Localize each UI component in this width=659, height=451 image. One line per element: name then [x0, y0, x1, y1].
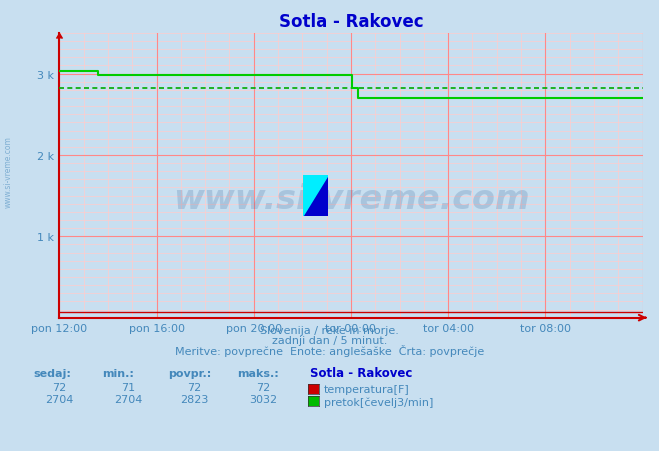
Text: www.si-vreme.com: www.si-vreme.com: [3, 135, 13, 207]
Text: 71: 71: [121, 382, 136, 392]
Text: www.si-vreme.com: www.si-vreme.com: [173, 182, 529, 215]
Title: Sotla - Rakovec: Sotla - Rakovec: [279, 13, 423, 31]
Text: 2704: 2704: [45, 394, 74, 404]
Polygon shape: [303, 176, 328, 216]
Text: temperatura[F]: temperatura[F]: [324, 384, 410, 394]
Text: 3032: 3032: [250, 394, 277, 404]
Text: 2823: 2823: [180, 394, 209, 404]
Text: Sotla - Rakovec: Sotla - Rakovec: [310, 367, 412, 380]
Text: maks.:: maks.:: [237, 368, 279, 378]
Text: zadnji dan / 5 minut.: zadnji dan / 5 minut.: [272, 336, 387, 345]
Text: 72: 72: [187, 382, 202, 392]
Text: pretok[čevelj3/min]: pretok[čevelj3/min]: [324, 396, 434, 407]
Polygon shape: [303, 176, 328, 216]
Text: sedaj:: sedaj:: [33, 368, 71, 378]
Text: 72: 72: [52, 382, 67, 392]
Text: Slovenija / reke in morje.: Slovenija / reke in morje.: [260, 325, 399, 335]
Text: 72: 72: [256, 382, 271, 392]
Text: povpr.:: povpr.:: [168, 368, 212, 378]
Text: Meritve: povprečne  Enote: anglešaške  Črta: povprečje: Meritve: povprečne Enote: anglešaške Črt…: [175, 345, 484, 356]
Text: min.:: min.:: [102, 368, 134, 378]
Text: 2704: 2704: [114, 394, 143, 404]
